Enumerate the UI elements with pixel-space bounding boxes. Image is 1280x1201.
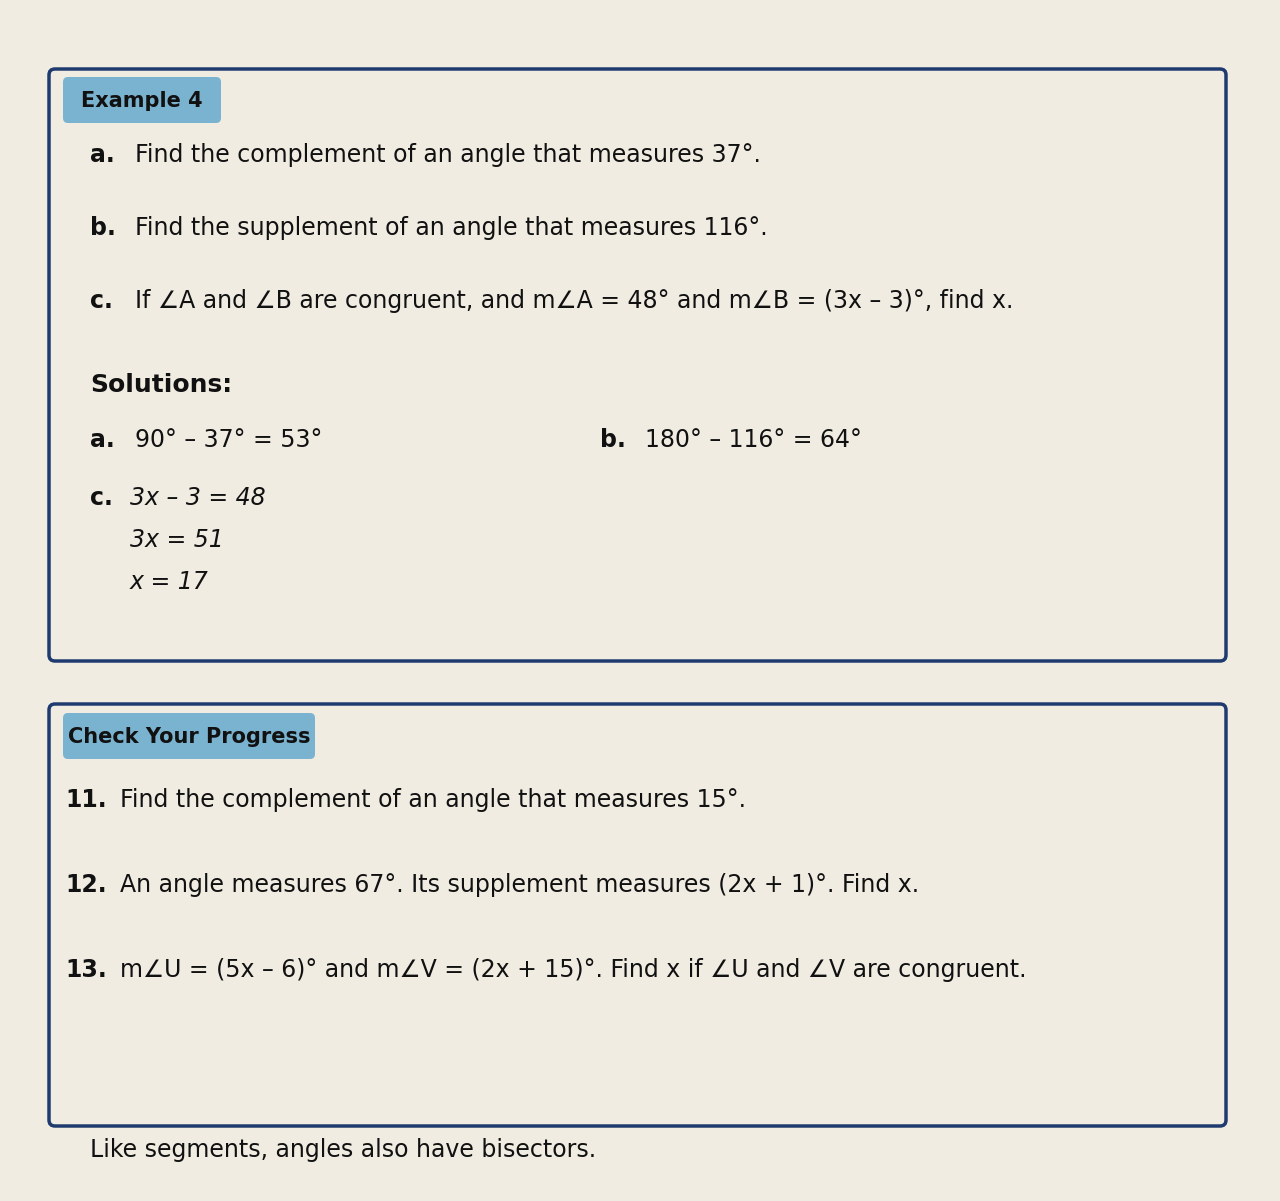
Text: An angle measures 67°. Its supplement measures (2x + 1)°. Find x.: An angle measures 67°. Its supplement me… bbox=[120, 873, 919, 897]
Text: c.: c. bbox=[90, 289, 113, 313]
Text: a.: a. bbox=[90, 143, 115, 167]
FancyBboxPatch shape bbox=[49, 704, 1226, 1127]
Text: x = 17: x = 17 bbox=[131, 570, 209, 594]
Text: b.: b. bbox=[90, 216, 116, 240]
Text: Find the complement of an angle that measures 15°.: Find the complement of an angle that mea… bbox=[120, 788, 746, 812]
Text: If ∠A and ∠B are congruent, and m∠A = 48° and m∠B = (3x – 3)°, find x.: If ∠A and ∠B are congruent, and m∠A = 48… bbox=[134, 289, 1014, 313]
Text: Find the complement of an angle that measures 37°.: Find the complement of an angle that mea… bbox=[134, 143, 760, 167]
Text: c.: c. bbox=[90, 486, 113, 510]
FancyBboxPatch shape bbox=[63, 77, 221, 123]
FancyBboxPatch shape bbox=[63, 713, 315, 759]
Text: 13.: 13. bbox=[65, 958, 106, 982]
Text: 3x = 51: 3x = 51 bbox=[131, 528, 224, 552]
Text: Solutions:: Solutions: bbox=[90, 374, 232, 398]
Text: 90° – 37° = 53°: 90° – 37° = 53° bbox=[134, 428, 323, 452]
Text: b.: b. bbox=[600, 428, 626, 452]
Text: 180° – 116° = 64°: 180° – 116° = 64° bbox=[645, 428, 861, 452]
Text: Example 4: Example 4 bbox=[81, 91, 202, 110]
Text: 3x – 3 = 48: 3x – 3 = 48 bbox=[131, 486, 266, 510]
FancyBboxPatch shape bbox=[49, 68, 1226, 661]
Text: a.: a. bbox=[90, 428, 115, 452]
Text: 12.: 12. bbox=[65, 873, 106, 897]
Text: m∠U = (5x – 6)° and m∠V = (2x + 15)°. Find x if ∠U and ∠V are congruent.: m∠U = (5x – 6)° and m∠V = (2x + 15)°. Fi… bbox=[120, 958, 1027, 982]
Text: Find the supplement of an angle that measures 116°.: Find the supplement of an angle that mea… bbox=[134, 216, 768, 240]
Text: Like segments, angles also have bisectors.: Like segments, angles also have bisector… bbox=[90, 1139, 596, 1163]
Text: 11.: 11. bbox=[65, 788, 106, 812]
Text: Check Your Progress: Check Your Progress bbox=[68, 727, 310, 747]
